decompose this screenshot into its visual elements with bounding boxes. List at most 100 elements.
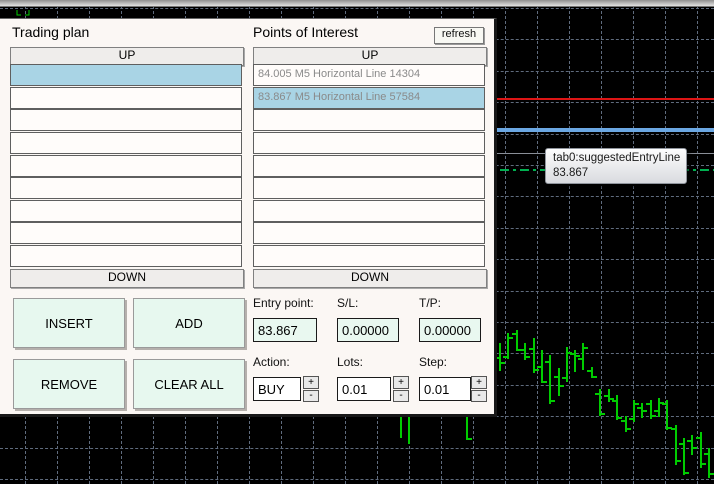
ohlc-open-tick [520,349,524,351]
list-item[interactable] [10,131,242,154]
trading-plan-down-button[interactable]: DOWN [10,269,244,288]
lots-spinner-up-button[interactable]: + [393,376,409,389]
tooltip-object-value: 83.867 [553,167,589,179]
list-item[interactable] [10,86,242,109]
ohlc-close-tick [710,473,714,475]
grid-line-vertical [569,6,570,484]
ohlc-open-tick [595,393,599,395]
remove-button[interactable]: REMOVE [13,359,125,409]
list-item[interactable] [10,245,242,267]
ohlc-close-tick [693,447,697,449]
ohlc-bar [700,432,702,468]
grid-line-vertical [697,6,698,484]
tp-input[interactable] [419,318,481,342]
list-item[interactable]: 84.005 M5 Horizontal Line 14304 [253,64,485,86]
ohlc-bar [533,338,535,373]
list-item[interactable] [10,154,242,177]
ohlc-close-tick [610,398,614,400]
ohlc-bar [708,448,710,478]
ohlc-open-tick [704,453,708,455]
insert-button[interactable]: INSERT [13,298,125,348]
ohlc-open-tick [578,358,582,360]
list-item[interactable] [253,109,485,132]
list-item[interactable] [253,131,485,154]
trading-panel-dialog: Trading plan Points of Interest refresh … [0,18,497,417]
list-item[interactable] [253,177,485,200]
step-spinner-down-button[interactable]: - [471,389,487,402]
ohlc-close-tick [560,385,564,387]
list-item[interactable] [253,245,485,267]
list-item[interactable] [10,64,242,86]
list-item[interactable] [10,199,242,222]
refresh-button[interactable]: refresh [434,27,484,44]
ohlc-open-tick [687,440,691,442]
grid-line-vertical [633,6,634,484]
list-item[interactable] [10,177,242,200]
ohlc-bar [507,333,509,359]
action-input[interactable] [253,377,301,401]
ohlc-close-tick [618,417,622,419]
ohlc-bar [675,425,677,465]
sl-label: S/L: [337,296,359,310]
ohlc-close-tick [509,337,513,339]
ohlc-close-tick [685,472,689,474]
points-of-interest-list: 84.005 M5 Horizontal Line 14304 83.867 M5… [253,64,485,267]
grid-line-horizontal [0,479,714,480]
grid-line-vertical [537,6,538,484]
chart-object-marker-icon [16,10,30,16]
ohlc-close-tick [501,362,505,364]
grid-line-vertical [505,6,506,484]
sl-input[interactable] [337,318,399,342]
step-input[interactable] [419,377,471,401]
step-spinner: + - [471,376,487,402]
ohlc-bar [599,389,601,416]
action-spinner-down-button[interactable]: - [303,389,319,402]
lots-spinner-down-button[interactable]: - [393,389,409,402]
trading-plan-list [10,64,242,267]
ohlc-close-tick [652,415,656,417]
list-item[interactable] [10,222,242,245]
ohlc-bar [591,367,593,378]
lots-spinner: + - [393,376,409,402]
ohlc-bar [558,368,560,396]
ohlc-open-tick [503,356,507,358]
clear-all-button[interactable]: CLEAR ALL [133,359,245,409]
add-button[interactable]: ADD [133,298,245,348]
action-label: Action: [253,355,290,369]
list-item[interactable] [253,199,485,222]
ohlc-close-tick [576,355,580,357]
ohlc-close-tick [593,376,597,378]
ohlc-bar [516,330,518,351]
ohlc-close-tick [702,463,706,465]
ohlc-bar [499,343,501,371]
list-item[interactable] [253,222,485,245]
chart-tooltip: tab0:suggestedEntryLine 83.867 [545,148,687,184]
list-item[interactable] [10,109,242,132]
step-spinner-up-button[interactable]: + [471,376,487,389]
ohlc-open-tick [654,410,658,412]
entry-point-input[interactable] [253,318,317,342]
points-of-interest-down-button[interactable]: DOWN [253,269,487,288]
ohlc-bar [641,403,643,418]
ohlc-bar [633,400,635,422]
list-item[interactable] [253,154,485,177]
ohlc-open-tick [629,418,633,420]
grid-line-vertical [601,6,602,484]
ohlc-bar [466,417,468,440]
ohlc-bar [658,398,660,417]
ohlc-bar [400,412,402,438]
ohlc-open-tick [604,395,608,397]
ohlc-bar [691,435,693,455]
list-item[interactable]: 83.867 M5 Horizontal Line 57584 [253,86,485,109]
points-of-interest-title: Points of Interest [253,24,359,40]
action-spinner-up-button[interactable]: + [303,376,319,389]
grid-line-horizontal [0,8,714,9]
lots-input[interactable] [337,377,391,401]
ohlc-bar [541,350,543,383]
ohlc-open-tick [495,357,499,359]
ohlc-bar [650,400,652,419]
ohlc-close-tick [551,400,555,402]
ohlc-open-tick [637,407,641,409]
ohlc-bar [625,416,627,432]
